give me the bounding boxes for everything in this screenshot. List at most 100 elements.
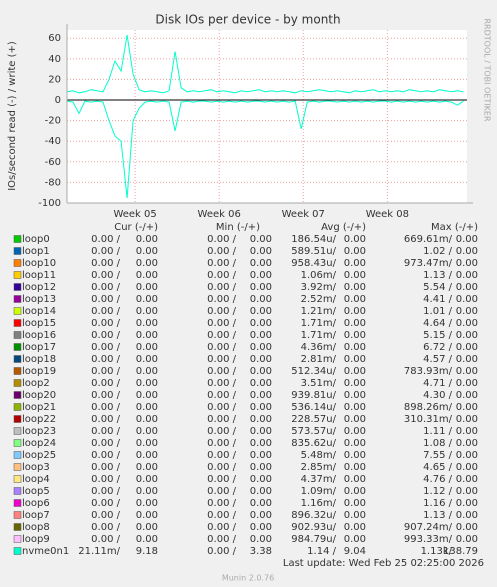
- legend-cell: 0.00: [250, 450, 272, 461]
- legend-cell: 21.11m/: [78, 546, 120, 557]
- legend-swatch: [13, 307, 22, 315]
- legend-swatch: [13, 367, 22, 375]
- legend-name: loop1: [22, 246, 50, 257]
- legend-cell: 0.00: [344, 426, 366, 437]
- legend-cell: 2.52m/: [301, 294, 337, 305]
- legend-cell: 984.79u/: [291, 534, 336, 545]
- legend-cell: 0.00: [136, 342, 158, 353]
- legend-swatch: [13, 283, 22, 291]
- legend-cell: 1.13k/: [421, 546, 453, 557]
- legend-cell: 0.00: [456, 234, 478, 245]
- y-tick-label: 20: [48, 74, 61, 85]
- legend-cell: 3.92m/: [301, 282, 337, 293]
- legend-swatch: [13, 523, 22, 531]
- legend-cell: 907.24m/: [404, 522, 453, 533]
- legend-swatch: [13, 379, 22, 387]
- legend-cell: 0.00: [344, 534, 366, 545]
- legend-cell: 1.13 /: [423, 510, 452, 521]
- legend-cell: 0.00: [344, 402, 366, 413]
- legend-name: loop2: [22, 378, 50, 389]
- legend-cell: 0.00: [456, 402, 478, 413]
- legend-cell: 0.00: [344, 390, 366, 401]
- legend-swatch: [13, 463, 22, 471]
- x-tick-label: Week 07: [282, 209, 325, 220]
- legend-cell: 0.00: [136, 426, 158, 437]
- legend-swatch: [13, 319, 22, 327]
- y-axis-label: IOs/second read (-) / write (+): [7, 41, 18, 191]
- legend-cell: 902.93u/: [291, 522, 336, 533]
- legend-cell: 0.00: [250, 438, 272, 449]
- legend-name: loop5: [22, 486, 50, 497]
- legend-swatch: [13, 487, 22, 495]
- legend-cell: 1.12 /: [423, 486, 452, 497]
- legend-cell: 5.48m/: [301, 450, 337, 461]
- legend-cell: 0.00: [136, 378, 158, 389]
- legend-cell: 0.00: [136, 366, 158, 377]
- legend-cell: 0.00 /: [207, 390, 236, 401]
- legend-cell: 835.62u/: [291, 438, 336, 449]
- legend-cell: 0.00: [250, 426, 272, 437]
- side-text: RRDTOOL / TOBI OETIKER: [483, 18, 492, 121]
- legend-cell: 0.00 /: [91, 354, 120, 365]
- legend-swatch: [13, 547, 22, 555]
- series-line: [66, 35, 464, 94]
- y-tick-label: -80: [45, 177, 61, 188]
- legend-cell: 0.00: [344, 294, 366, 305]
- legend-cell: 0.00 /: [91, 306, 120, 317]
- legend-cell: 0.00 /: [91, 318, 120, 329]
- legend-cell: 0.00: [250, 330, 272, 341]
- legend-cell: 0.00: [250, 270, 272, 281]
- legend-cell: 0.00: [136, 474, 158, 485]
- legend-cell: 186.54u/: [291, 234, 336, 245]
- legend-cell: 0.00 /: [91, 450, 120, 461]
- legend-cell: 0.00: [344, 258, 366, 269]
- legend-cell: 0.00: [456, 450, 478, 461]
- legend-cell: 0.00: [250, 510, 272, 521]
- series-line: [66, 100, 464, 198]
- legend-cell: 0.00: [456, 414, 478, 425]
- legend-cell: 0.00 /: [91, 270, 120, 281]
- legend-cell: 0.00 /: [91, 426, 120, 437]
- legend-name: loop8: [22, 522, 50, 533]
- legend-cell: 0.00: [136, 450, 158, 461]
- legend-name: loop11: [22, 270, 56, 281]
- legend-cell: 0.00: [344, 378, 366, 389]
- legend-swatch: [13, 475, 22, 483]
- legend-cell: 0.00 /: [207, 306, 236, 317]
- legend-cell: 0.00: [456, 330, 478, 341]
- legend-cell: 0.00 /: [207, 294, 236, 305]
- legend-cell: 0.00: [250, 342, 272, 353]
- legend-cell: 0.00: [250, 306, 272, 317]
- legend-cell: 898.26m/: [404, 402, 453, 413]
- last-update: Last update: Wed Feb 25 02:25:00 2026: [283, 558, 484, 569]
- legend-cell: 958.43u/: [291, 258, 336, 269]
- legend-cell: 0.00: [456, 510, 478, 521]
- legend-cell: 0.00 /: [207, 402, 236, 413]
- legend-cell: 1.13 /: [423, 270, 452, 281]
- legend-cell: 0.00: [344, 366, 366, 377]
- legend-swatch: [13, 415, 22, 423]
- legend-cell: 0.00: [136, 330, 158, 341]
- legend-cell: 0.00: [344, 246, 366, 257]
- legend-swatch: [13, 343, 22, 351]
- legend-cell: 0.00: [250, 414, 272, 425]
- legend-cell: 0.00: [136, 354, 158, 365]
- legend-cell: 0.00: [456, 258, 478, 269]
- legend-cell: 0.00: [250, 522, 272, 533]
- legend-cell: 783.93m/: [404, 366, 453, 377]
- legend-cell: 0.00 /: [207, 378, 236, 389]
- legend-cell: 0.00: [456, 438, 478, 449]
- legend-name: loop24: [22, 438, 56, 449]
- y-tick-label: 0: [55, 95, 61, 106]
- legend-name: loop19: [22, 366, 56, 377]
- legend-cell: 0.00: [344, 462, 366, 473]
- legend-cell: 0.00: [456, 522, 478, 533]
- legend-cell: 0.00 /: [91, 330, 120, 341]
- y-tick-label: 60: [48, 33, 61, 44]
- legend-name: loop18: [22, 354, 56, 365]
- legend-cell: 1.16m/: [301, 498, 337, 509]
- legend-cell: 0.00 /: [91, 474, 120, 485]
- legend-name: loop10: [22, 258, 56, 269]
- legend-cell: 0.00 /: [91, 390, 120, 401]
- legend-cell: 0.00: [456, 306, 478, 317]
